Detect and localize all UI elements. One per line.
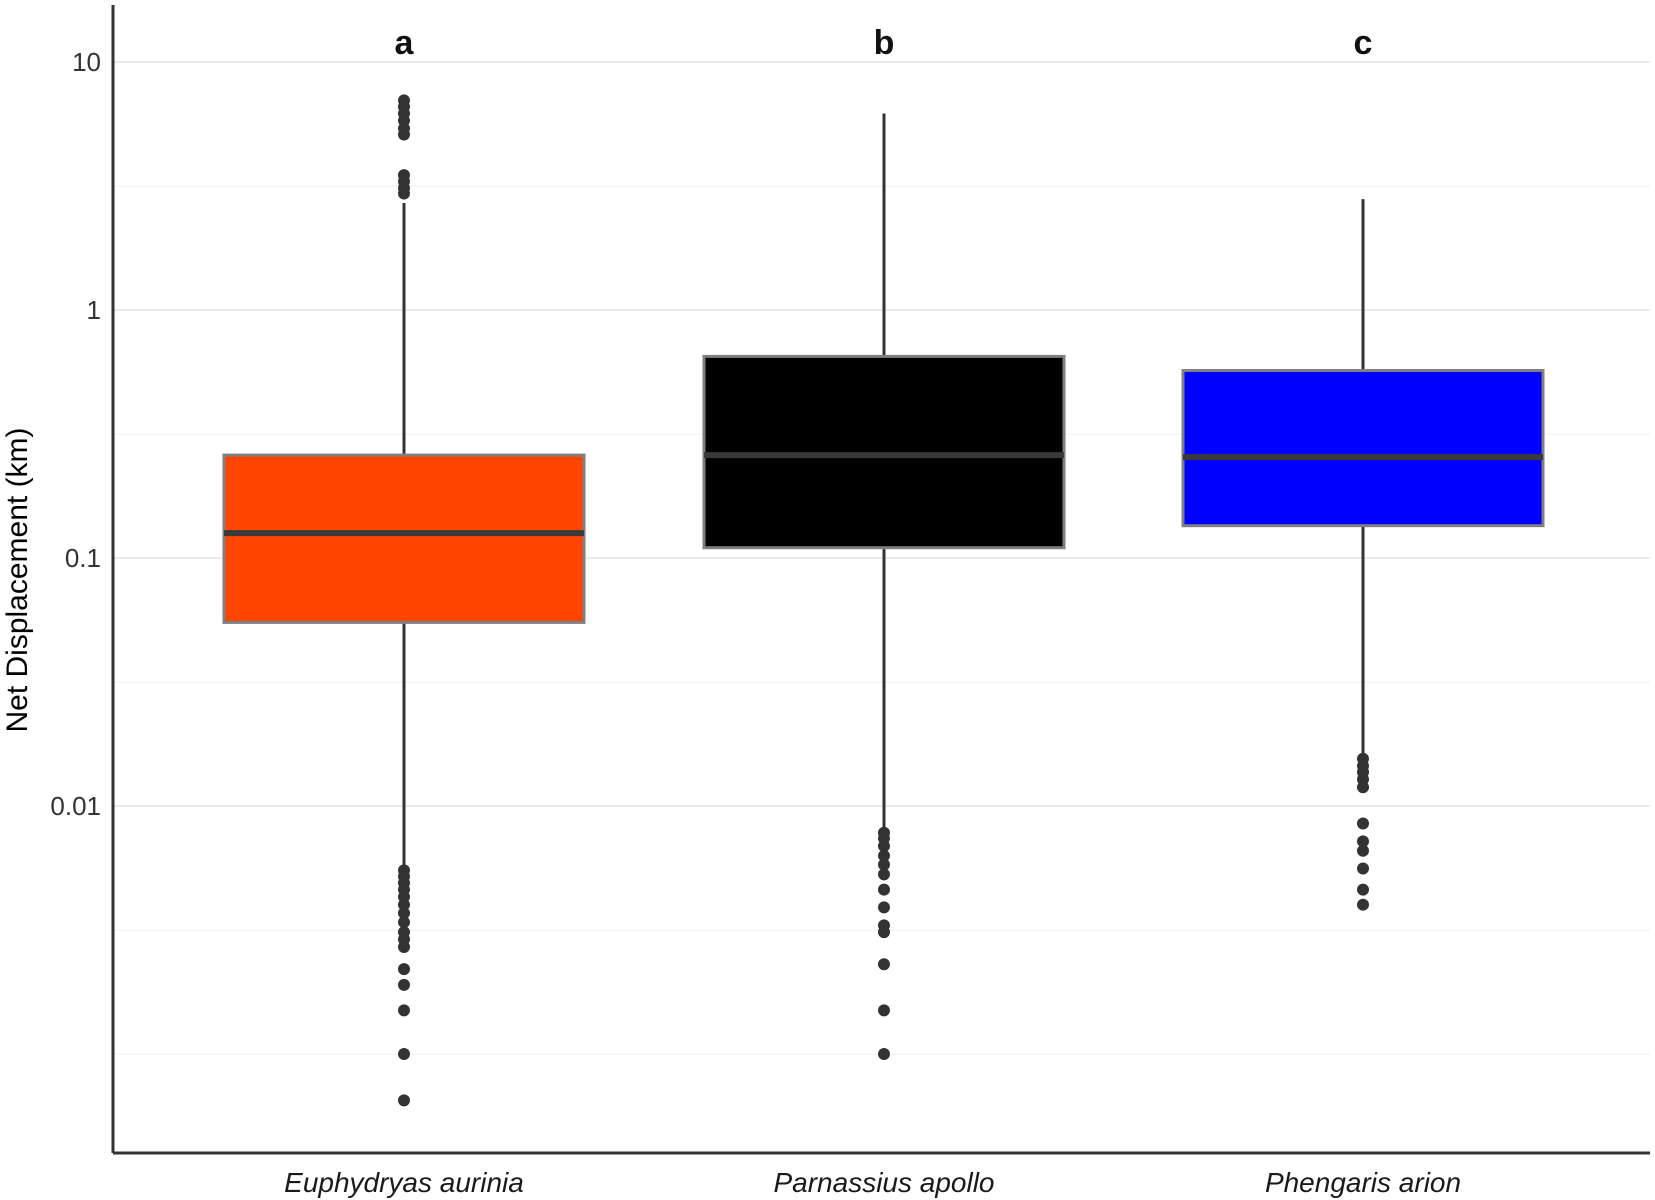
box-group-3 bbox=[1181, 199, 1545, 911]
outlier-point bbox=[1357, 883, 1369, 896]
outlier-point bbox=[398, 1048, 410, 1060]
outlier-point bbox=[398, 1094, 410, 1107]
outlier-point bbox=[878, 1004, 890, 1017]
outlier-point bbox=[1357, 817, 1369, 830]
outlier-point bbox=[398, 128, 410, 141]
outlier-point bbox=[1357, 781, 1369, 794]
outlier-point bbox=[398, 898, 410, 911]
boxes bbox=[222, 94, 1545, 1107]
y-tick-label: 1 bbox=[87, 295, 101, 325]
outlier-point bbox=[878, 858, 890, 871]
outlier-point bbox=[398, 978, 410, 991]
group-letter: b bbox=[874, 24, 895, 62]
box-group-2 bbox=[702, 113, 1066, 1060]
group-letter: c bbox=[1354, 24, 1373, 62]
outlier-point bbox=[878, 839, 890, 852]
iqr-box bbox=[1181, 369, 1545, 528]
outlier-point bbox=[398, 916, 410, 929]
labels: Net Displacement (km) 10 1 0.1 0.01 a Euphydr… bbox=[1, 24, 1461, 1198]
iqr-box bbox=[222, 453, 586, 624]
outlier-point bbox=[878, 926, 890, 939]
y-tick-label: 0.01 bbox=[50, 791, 101, 821]
iqr-box bbox=[702, 354, 1066, 550]
outlier-point bbox=[1357, 898, 1369, 911]
y-tick-label: 10 bbox=[72, 47, 101, 77]
outlier-point bbox=[878, 901, 890, 914]
outlier-point bbox=[1357, 835, 1369, 848]
x-category-label: Phengaris arion bbox=[1265, 1167, 1461, 1198]
outlier-point bbox=[398, 1004, 410, 1017]
outlier-point bbox=[878, 958, 890, 971]
x-category-label: Parnassius apollo bbox=[773, 1167, 994, 1198]
outlier-point bbox=[398, 187, 410, 200]
outlier-point bbox=[1357, 844, 1369, 857]
axes bbox=[111, 5, 1650, 1155]
outlier-point bbox=[878, 1048, 890, 1060]
box-group-1 bbox=[222, 94, 586, 1107]
group-letter: a bbox=[395, 24, 415, 62]
y-axis-title: Net Displacement (km) bbox=[1, 427, 34, 732]
outlier-point bbox=[878, 868, 890, 881]
x-category-label: Euphydryas aurinia bbox=[284, 1167, 524, 1198]
outlier-point bbox=[398, 907, 410, 920]
outlier-point bbox=[398, 941, 410, 954]
outlier-point bbox=[1357, 862, 1369, 875]
outlier-point bbox=[878, 883, 890, 896]
y-tick-label: 0.1 bbox=[65, 543, 101, 573]
outlier-point bbox=[398, 963, 410, 976]
outlier-point bbox=[878, 849, 890, 862]
